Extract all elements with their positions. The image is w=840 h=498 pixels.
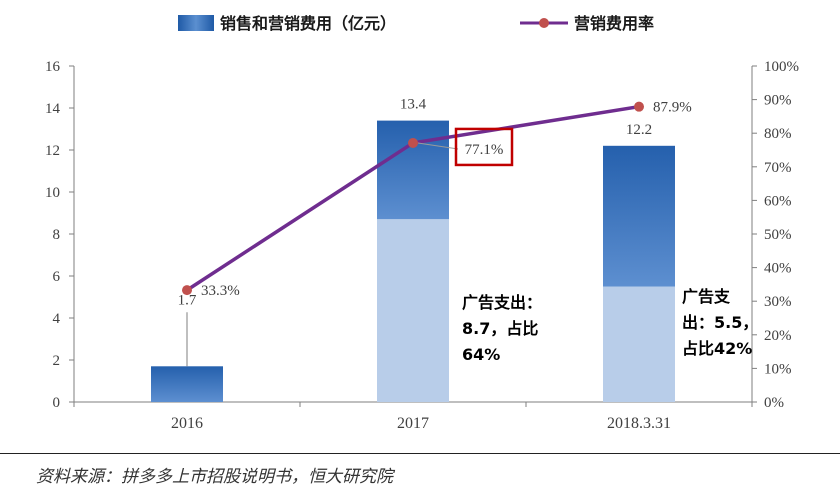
- left-tick-label: 2: [53, 353, 61, 369]
- ad-annotation-line: 出：5.5，: [682, 313, 758, 332]
- left-tick-label: 16: [45, 59, 61, 75]
- bar-data-label: 13.4: [400, 97, 427, 113]
- legend-line-marker: [539, 18, 549, 28]
- bar-total-0: [151, 366, 223, 402]
- bar-total-1: [377, 120, 449, 220]
- highlight-box: [454, 127, 514, 167]
- right-tick-label: 50%: [764, 227, 792, 243]
- bar-data-label: 12.2: [626, 122, 652, 138]
- left-tick-label: 14: [45, 101, 61, 117]
- left-tick-label: 4: [53, 311, 61, 327]
- rate-label-leader: [417, 142, 459, 150]
- x-tick-label: 2016: [171, 415, 203, 432]
- ad-annotation-line: 占比42%: [682, 339, 752, 358]
- source-divider: [0, 453, 840, 454]
- right-tick-label: 10%: [764, 361, 792, 377]
- left-tick-label: 10: [45, 185, 60, 201]
- bar-advertising-1: [377, 219, 449, 402]
- rate-point-0: [182, 285, 192, 296]
- right-tick-label: 20%: [764, 328, 792, 344]
- right-tick-label: 100%: [764, 59, 799, 75]
- right-tick-label: 0%: [764, 395, 784, 411]
- rate-data-label: 87.9%: [653, 100, 692, 116]
- right-tick-label: 70%: [764, 160, 792, 176]
- right-tick-label: 40%: [764, 261, 792, 277]
- rate-data-label: 33.3%: [201, 283, 240, 299]
- right-tick-label: 90%: [764, 93, 792, 109]
- x-tick-label: 2018.3.31: [607, 415, 671, 432]
- source-note: 资料来源：拼多多上市招股说明书，恒大研究院: [36, 467, 393, 487]
- ad-annotation-line: 广告支出：: [462, 293, 542, 312]
- legend-bar-label: 销售和营销费用（亿元）: [220, 14, 396, 33]
- right-tick-label: 30%: [764, 294, 792, 310]
- legend-bar-swatch: [178, 15, 214, 31]
- left-tick-label: 8: [53, 227, 61, 243]
- right-tick-label: 60%: [764, 193, 792, 209]
- right-tick-label: 80%: [764, 126, 792, 142]
- ad-annotation-line: 8.7，占比: [462, 319, 538, 338]
- bar-total-2: [603, 145, 675, 287]
- rate-point-1: [408, 137, 418, 148]
- bar-data-label: 1.7: [178, 292, 197, 308]
- rate-data-label: 77.1%: [465, 142, 504, 158]
- chart-canvas: 销售和营销费用（亿元） 营销费用率 0 2 4 6 8 10 12 14 16 0% 10% 20% 30…: [45, 14, 799, 432]
- legend-line-label: 营销费用率: [574, 14, 654, 33]
- x-tick-label: 2017: [397, 415, 429, 432]
- rate-point-2: [634, 101, 644, 112]
- ad-annotation-line: 64%: [462, 345, 500, 364]
- left-tick-label: 0: [53, 395, 61, 411]
- bar-advertising-2: [603, 286, 675, 402]
- ad-annotation-line: 广告支: [682, 287, 731, 306]
- left-tick-label: 6: [53, 269, 61, 285]
- left-tick-label: 12: [45, 143, 60, 159]
